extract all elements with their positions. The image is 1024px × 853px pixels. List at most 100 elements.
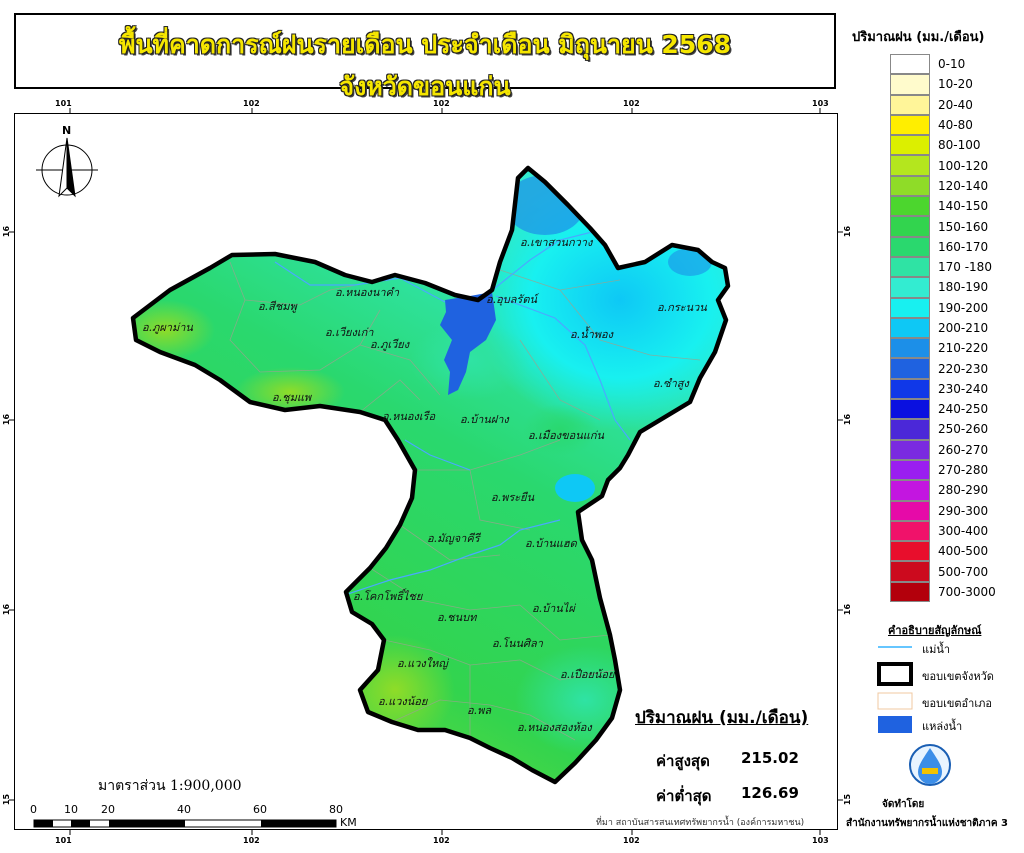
scale-tick: 80 [329,803,343,816]
north-label: N [62,124,72,137]
stat-min: ค่าต่ำสุด 126.69 [656,784,799,808]
legend-row: 500-700 [890,561,996,582]
legend-label: 10-20 [938,77,973,92]
legend-swatch [890,520,930,542]
legend-row: 240-250 [890,399,996,420]
district-label: อ.ชนบท [437,611,477,624]
legend-row: 280-290 [890,480,996,501]
grid-label-left: 15 [2,793,12,806]
stat-min-label: ค่าต่ำสุด [656,787,712,805]
legend-row: 400-500 [890,541,996,562]
legend-row: 20-40 [890,94,996,115]
legend-label: 100-120 [938,158,989,173]
district-label: อ.ซำสูง [653,377,689,390]
stat-max: ค่าสูงสุด 215.02 [656,749,799,773]
legend-swatch [890,419,930,440]
scale-tick: 60 [253,803,267,816]
legend-label: 290-300 [938,503,989,518]
legend-label: 500-700 [938,564,989,579]
legend-row: 190-200 [890,297,996,318]
grid-label-top: 102 [433,99,450,108]
scale-tick: 0 [30,803,37,816]
legend-label: 170 -180 [938,260,992,275]
north-arrow-icon [36,137,98,198]
symbol-legend-title: คำอธิบายสัญลักษณ์ [888,624,982,637]
rivers [274,229,631,596]
legend-swatch [890,297,930,318]
legend-label: 220-230 [938,361,989,376]
stat-min-value: 126.69 [741,784,799,802]
grid-label-left: 16 [2,413,12,426]
map-subtitle: จังหวัดขอนแก่น [339,72,511,101]
rainfall-legend: 0-10 10-20 20-40 40-80 80-100 100-120 120-140 1… [890,54,996,603]
district-label: อ.โคกโพธิ์ไชย [353,590,423,603]
scale-tick: 40 [177,803,191,816]
legend-label: 40-80 [938,118,973,133]
legend-label: 230-240 [938,381,989,396]
legend-label: 20-40 [938,97,973,112]
onwr-logo-icon [909,744,951,786]
legend-row: 10-20 [890,74,996,95]
district-label: อ.หนองสองห้อง [517,721,592,734]
legend-swatch [890,175,930,197]
legend-row: 200-210 [890,317,996,339]
province-boundary-icon [877,662,913,686]
grid-label-bottom: 102 [433,836,450,845]
legend-label: 280-290 [938,483,989,498]
district-label: อ.ภูเวียง [370,338,410,351]
symbol-district-label: ขอบเขตอำเภอ [922,697,992,710]
map-title-box: พื้นที่คาดการณ์ฝนรายเดือน ประจำเดือน มิถ… [14,13,836,101]
legend-swatch [890,378,930,400]
district-label: อ.เวียงเก่า [325,326,374,339]
legend-label: 150-160 [938,219,989,234]
district-label: อ.หนองเรือ [382,410,436,423]
grid-label-top: 101 [55,99,72,108]
legend-swatch [890,114,930,136]
legend-swatch [890,317,930,339]
grid-label-top: 103 [812,99,829,108]
district-boundaries [229,261,701,741]
legend-swatch [890,500,930,521]
grid-label-bottom: 102 [243,836,260,845]
legend-swatch [890,196,930,217]
grid-label-left: 16 [2,603,12,616]
district-label: อ.พล [467,704,492,717]
legend-label: 190-200 [938,300,989,315]
district-label: อ.บ้านไผ่ [532,602,575,615]
legend-row: 180-190 [890,277,996,298]
legend-swatch [890,256,930,278]
legend-row: 270-280 [890,459,996,481]
legend-label: 140-150 [938,199,989,214]
district-label: อ.พระยืน [491,491,535,504]
stats-title: ปริมาณฝน (มม./เดือน) [635,708,809,728]
district-label: อ.สีชมพู [258,300,297,313]
legend-swatch [890,439,930,460]
legend-label: 250-260 [938,422,989,437]
legend-swatch [890,541,930,562]
symbol-river-label: แม่น้ำ [922,643,951,656]
legend-row: 160-170 [890,236,996,257]
legend-label: 260-270 [938,442,989,457]
legend-swatch [890,338,930,359]
water-body-icon [878,716,912,733]
legend-swatch [890,581,930,603]
scale-text: มาตราส่วน 1:900,000 [98,778,242,794]
scale-bar [33,819,337,828]
legend-label: 80-100 [938,138,981,153]
symbol-water-label: แหล่งน้ำ [922,720,963,733]
map-frame [14,113,838,830]
legend-swatch [890,135,930,156]
legend-swatch [890,459,930,481]
legend-swatch [890,54,930,75]
symbol-province-label: ขอบเขตจังหวัด [922,670,994,683]
legend-label: 160-170 [938,239,989,254]
district-label: อ.หนองนาคำ [335,286,400,299]
legend-label: 300-400 [938,523,989,538]
legend-label: 180-190 [938,280,989,295]
map-frame-ticks [9,108,843,835]
legend-swatch [890,399,930,420]
rainfall-stats: ปริมาณฝน (มม./เดือน) ค่าสูงสุด 215.02 ค่… [627,700,837,820]
legend-swatch [890,155,930,176]
stat-max-label: ค่าสูงสุด [656,752,710,770]
